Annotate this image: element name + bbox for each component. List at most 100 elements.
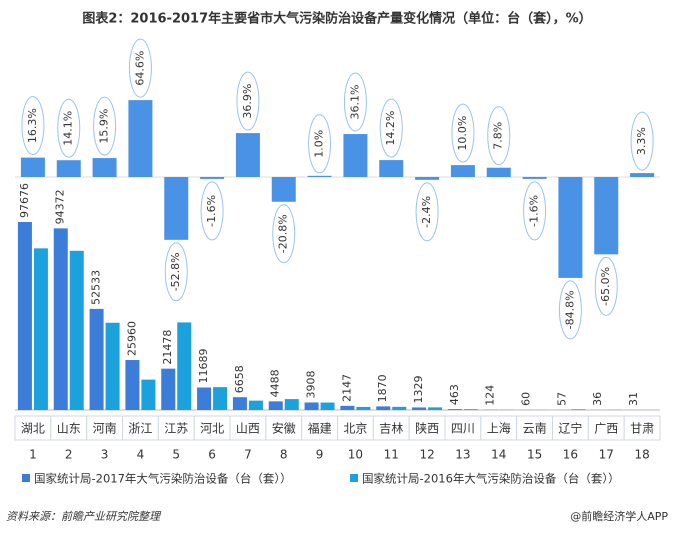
bar: [69, 250, 84, 410]
growth-bar: [128, 100, 153, 177]
category-cell: [623, 415, 661, 441]
value-label: 52533: [90, 270, 103, 305]
category-cell: [372, 415, 410, 441]
x-tick-number: 15: [527, 448, 542, 462]
bar: [53, 228, 68, 410]
x-tick-number: 3: [101, 448, 109, 462]
legend-label: 国家统计局-2016年大气污染防治设备（台（套））: [362, 472, 620, 486]
value-label: 31: [627, 392, 640, 406]
bar: [463, 409, 478, 410]
x-tick-label: 湖北: [21, 421, 45, 436]
source: 资料来源：前瞻产业研究院整理: [6, 510, 162, 523]
bar: [320, 402, 335, 410]
legend-swatch: [22, 474, 30, 482]
bar: [125, 360, 140, 410]
x-tick-number: 11: [384, 448, 399, 462]
bar: [392, 406, 407, 410]
x-tick-number: 2: [65, 448, 73, 462]
x-tick-number: 1: [29, 448, 37, 462]
bar: [376, 406, 391, 410]
label-bubble: [200, 181, 224, 241]
growth-label: 64.6%: [133, 51, 146, 86]
growth-label: -1.6%: [528, 195, 541, 227]
growth-label: -2.4%: [420, 196, 433, 228]
label-bubble: [343, 72, 367, 132]
category-cell: [587, 415, 625, 441]
x-tick-label: 河北: [200, 422, 224, 436]
x-tick-number: 5: [172, 448, 180, 462]
growth-bar: [630, 173, 655, 177]
label-bubble: [558, 280, 582, 340]
growth-bar: [92, 158, 117, 177]
x-tick-number: 10: [348, 448, 363, 462]
category-cell: [337, 415, 374, 441]
x-tick-number: 6: [208, 448, 216, 462]
x-tick-label: 福建: [308, 421, 332, 436]
value-label: 4488: [269, 369, 282, 397]
bar: [428, 407, 443, 410]
category-cell: [516, 415, 554, 441]
growth-bar: [164, 177, 189, 240]
growth-bar: [415, 177, 440, 180]
label-bubble: [57, 98, 81, 158]
value-label: 57: [555, 392, 568, 406]
value-label: 11689: [197, 349, 210, 384]
growth-bar: [343, 134, 368, 177]
growth-label: 15.9%: [98, 109, 111, 144]
label-bubble: [594, 256, 618, 316]
x-tick-label: 河南: [93, 421, 117, 436]
x-tick-label: 广西: [594, 422, 618, 436]
category-cell: [552, 415, 589, 441]
growth-bar: [235, 133, 260, 177]
bar: [412, 407, 427, 410]
growth-label: -52.8%: [169, 252, 182, 291]
label-bubble: [308, 114, 332, 174]
x-tick-label: 浙江: [128, 422, 152, 436]
x-tick-number: 8: [280, 448, 288, 462]
label-bubble: [630, 111, 654, 171]
value-label: 94372: [54, 189, 67, 224]
label-bubble: [379, 98, 403, 158]
x-tick-label: 江苏: [164, 422, 188, 436]
growth-bar: [271, 177, 296, 202]
growth-bar: [594, 177, 619, 255]
category-cell: [301, 415, 338, 441]
chart-title: 图表2：2016-2017年主要省市大气污染防治设备产量变化情况（单位：台（套）…: [82, 11, 591, 27]
value-label: 60: [520, 392, 533, 406]
x-tick-number: 9: [316, 448, 324, 462]
bar: [177, 322, 192, 410]
x-tick-number: 13: [455, 448, 470, 462]
x-tick-label: 安徽: [272, 421, 296, 436]
category-cell: [122, 415, 159, 441]
value-label: 463: [448, 384, 461, 405]
category-cell: [480, 415, 518, 441]
growth-bar: [200, 177, 225, 179]
bar: [105, 322, 120, 410]
label-bubble: [272, 204, 296, 264]
x-tick-number: 17: [599, 448, 614, 462]
x-tick-label: 吉林: [379, 422, 403, 436]
x-tick-label: 四川: [451, 422, 475, 436]
bar: [571, 409, 586, 410]
x-tick-number: 14: [491, 448, 506, 462]
growth-label: 14.2%: [384, 111, 397, 146]
value-label: 1329: [412, 375, 425, 403]
bar: [268, 401, 283, 410]
x-tick-number: 12: [419, 448, 434, 462]
growth-label: 10.0%: [456, 116, 469, 151]
bar: [284, 399, 299, 410]
growth-bar: [20, 157, 45, 177]
label-bubble: [415, 182, 439, 242]
value-label: 1870: [376, 374, 389, 402]
growth-bar: [558, 177, 583, 278]
value-label: 3908: [305, 370, 318, 398]
growth-label: -20.8%: [277, 214, 290, 253]
x-tick-label: 陕西: [415, 421, 439, 436]
growth-label: 16.3%: [26, 108, 39, 143]
x-tick-number: 18: [634, 448, 649, 462]
value-label: 2147: [340, 374, 353, 402]
label-bubble: [523, 181, 547, 241]
value-label: 21478: [161, 330, 174, 365]
x-tick-label: 山西: [236, 422, 260, 436]
